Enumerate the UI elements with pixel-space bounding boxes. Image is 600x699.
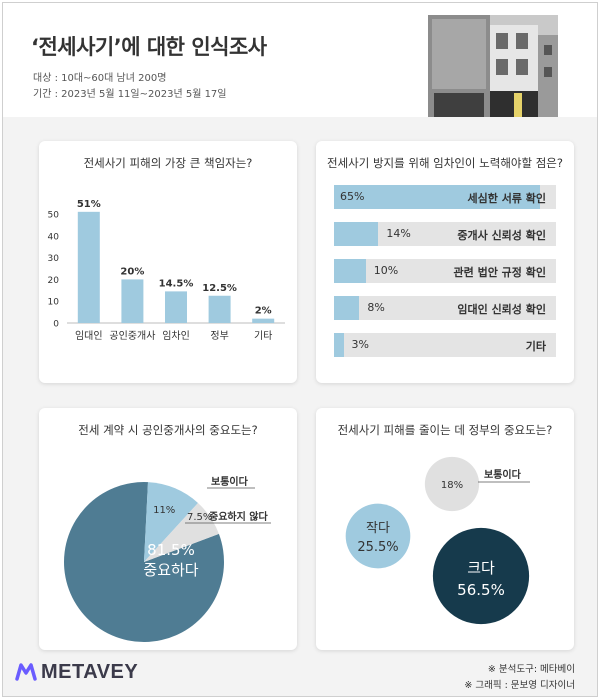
pie-slice-2 — [144, 502, 219, 562]
pie-value-1: 11% — [153, 505, 175, 516]
hbar-fill-2 — [334, 259, 366, 283]
y-tick-label: 40 — [48, 232, 60, 242]
hbar-fill-3 — [334, 296, 360, 320]
hbar-label-0: 세심한 서류 확인 — [467, 192, 547, 205]
chart-title-government-importance: 전세사기 피해를 줄이는 데 정부의 중요도는? — [337, 423, 553, 437]
hbar-label-1: 중개사 신뢰성 확인 — [457, 229, 546, 242]
category-label-4: 기타 — [254, 330, 272, 342]
data-label-4: 2% — [255, 306, 272, 317]
chart-title-responsibility: 전세사기 피해의 가장 큰 책임자는? — [83, 156, 253, 170]
hbar-row-2: 10% 관련 법안 규정 확인 — [334, 259, 556, 283]
bubble-1 — [345, 503, 411, 569]
bubble-label-2: 보통이다 — [484, 468, 522, 481]
bubble-value-1: 25.5% — [357, 540, 398, 555]
bubble-2 — [424, 456, 480, 512]
hbar-fill-1 — [334, 222, 379, 246]
bubble-label-0: 크다 — [467, 559, 495, 577]
metavey-logo: METAVEY — [41, 661, 139, 683]
hbar-value-3: 8% — [367, 301, 385, 314]
hbar-value-4: 3% — [351, 338, 369, 351]
data-label-2: 14.5% — [159, 278, 194, 289]
hbar-label-2: 관련 법안 규정 확인 — [453, 266, 546, 279]
card-responsibility: 전세사기 피해의 가장 큰 책임자는? 0 10 20 30 40 50 51% 임대인 20%… — [39, 141, 297, 383]
data-label-3: 12.5% — [202, 283, 237, 294]
header: ‘전세사기’에 대한 인식조사 대상 : 10대~60대 남녀 200명 기간 … — [3, 3, 597, 117]
hbar-fill-0 — [334, 185, 541, 209]
pie-slice-1 — [144, 482, 199, 562]
credit-tool: ※ 분석도구: 메타베이 — [487, 664, 575, 675]
bar-0 — [77, 211, 100, 323]
data-label-0: 51% — [77, 199, 101, 210]
credit-graphic: ※ 그래픽 : 문보영 디자이너 — [464, 680, 575, 691]
bar-chart-responsibility: 0 10 20 30 40 50 51% 임대인 20% 공인중개사 14.5% 임차인 12.5% 정부… — [48, 199, 285, 342]
pie-chart-broker-importance: 81.5% 중요하다 11% 보통이다 7.5%중요하지 않다 — [64, 475, 271, 642]
pie-value-0: 81.5% — [147, 541, 195, 559]
data-label-1: 20% — [120, 266, 144, 277]
bubble-label-1: 작다 — [366, 521, 390, 536]
hbar-label-3: 임대인 신뢰성 확인 — [457, 303, 546, 316]
category-label-1: 공인중개사 — [109, 330, 155, 342]
category-label-0: 임대인 — [75, 329, 103, 342]
hbar-label-4: 기타 — [525, 340, 546, 353]
hbar-value-2: 10% — [373, 264, 399, 277]
chart-title-tenant-effort: 전세사기 방지를 위해 임차인이 노력해야할 점은? — [327, 156, 563, 170]
hbar-row-0: 65% 세심한 서류 확인 — [334, 185, 556, 209]
card-tenant-effort: 전세사기 방지를 위해 임차인이 노력해야할 점은? 65% 세심한 서류 확인 1… — [316, 141, 574, 383]
y-tick-label: 20 — [48, 276, 60, 286]
pie-value-2: 7.5% — [187, 512, 212, 523]
bar-1 — [121, 279, 144, 323]
survey-target: 대상 : 10대~60대 남녀 200명 — [33, 73, 167, 84]
hbar-fill-4 — [334, 333, 344, 357]
pie-slice-0 — [64, 482, 225, 642]
y-tick-label: 30 — [48, 254, 60, 264]
category-label-2: 임차인 — [162, 329, 190, 342]
survey-period: 기간 : 2023년 5월 11일~2023년 5월 17일 — [33, 89, 227, 100]
page-title: ‘전세사기’에 대한 인식조사 — [31, 35, 267, 59]
chart-title-broker-importance: 전세 계약 시 공인중개사의 중요도는? — [78, 423, 258, 437]
hbar-row-1: 14% 중개사 신뢰성 확인 — [334, 222, 556, 246]
bubble-value-2: 18% — [441, 480, 463, 491]
card-government-importance: 전세사기 피해를 줄이는 데 정부의 중요도는? 크다 56.5% 작다 25.5% 1… — [316, 408, 574, 650]
pie-label-2: 중요하지 않다 — [209, 510, 268, 523]
card-broker-importance: 전세 계약 시 공인중개사의 중요도는? 81.5% 중요하다 11% 보통이다 7.5… — [39, 408, 297, 650]
hbar-value-0: 65% — [340, 190, 365, 203]
y-tick-label: 10 — [48, 298, 60, 308]
category-label-3: 정부 — [210, 330, 228, 342]
hbar-row-4: 3% 기타 — [334, 333, 556, 357]
y-tick-label: 50 — [48, 211, 60, 221]
bubble-value-0: 56.5% — [457, 581, 505, 599]
bubble-chart-government-importance: 크다 56.5% 작다 25.5% 18% 보통이다 — [345, 456, 530, 625]
bar-3 — [208, 295, 231, 323]
building-illustration — [428, 15, 558, 117]
bar-4 — [252, 318, 275, 323]
bubble-0 — [432, 527, 530, 625]
y-tick-label: 0 — [53, 320, 59, 330]
pie-label-0: 중요하다 — [143, 561, 198, 579]
bar-2 — [165, 291, 187, 323]
hbar-row-3: 8% 임대인 신뢰성 확인 — [334, 296, 556, 320]
pie-label-1: 보통이다 — [211, 475, 249, 488]
metavey-logo-icon — [15, 663, 37, 681]
hbar-value-1: 14% — [386, 227, 411, 240]
